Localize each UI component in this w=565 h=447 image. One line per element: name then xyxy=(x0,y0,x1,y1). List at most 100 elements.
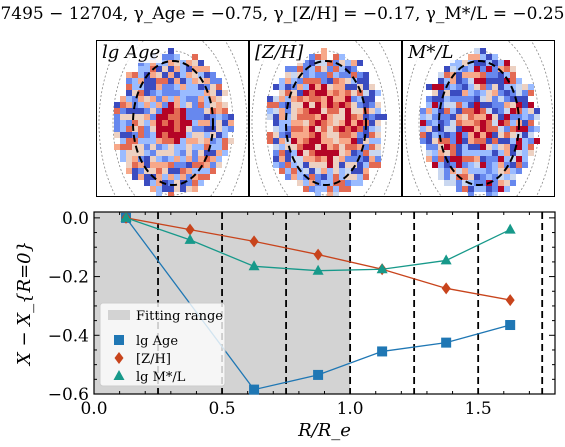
map-pixel xyxy=(168,132,174,138)
map-pixel xyxy=(327,90,333,96)
map-pixel xyxy=(333,66,339,72)
map-pixel xyxy=(309,114,315,120)
map-pixel xyxy=(120,132,126,138)
map-pixel xyxy=(216,162,222,168)
map-pixel xyxy=(144,60,150,66)
map-pixel xyxy=(210,162,216,168)
map-pixel xyxy=(297,138,303,144)
map-pixel xyxy=(198,150,204,156)
map-pixel xyxy=(480,156,486,162)
x-axis-label: R/R_e xyxy=(297,420,351,441)
map-pixel xyxy=(279,132,285,138)
map-pixel xyxy=(186,132,192,138)
map-pixel xyxy=(279,102,285,108)
map-pixel xyxy=(273,150,279,156)
map-pixel xyxy=(510,120,516,126)
map-pixel xyxy=(486,84,492,90)
map-pixel xyxy=(132,144,138,150)
map-pixel xyxy=(327,108,333,114)
map-pixel xyxy=(180,78,186,84)
data-point-diamond xyxy=(114,352,124,364)
map-age-image xyxy=(98,41,248,196)
map-pixel xyxy=(480,66,486,72)
map-pixel xyxy=(180,156,186,162)
map-pixel xyxy=(486,192,492,196)
map-pixel xyxy=(138,90,144,96)
map-pixel xyxy=(222,102,228,108)
map-pixel xyxy=(462,114,468,120)
map-pixel xyxy=(375,156,381,162)
data-point-diamond xyxy=(185,223,195,236)
map-pixel xyxy=(357,72,363,78)
map-pixel xyxy=(291,138,297,144)
map-age-label: lg Age xyxy=(100,42,163,63)
map-pixel xyxy=(516,156,522,162)
map-pixel xyxy=(375,162,381,168)
map-pixel xyxy=(327,144,333,150)
map-pixel xyxy=(516,90,522,96)
map-pixel xyxy=(333,144,339,150)
map-pixel xyxy=(339,114,345,120)
map-pixel xyxy=(516,114,522,120)
map-pixel xyxy=(303,72,309,78)
data-point-diamond xyxy=(441,282,451,295)
map-pixel xyxy=(351,60,357,66)
map-pixel xyxy=(144,84,150,90)
map-pixel xyxy=(327,84,333,90)
map-pixel xyxy=(126,144,132,150)
map-pixel xyxy=(120,150,126,156)
map-pixel xyxy=(186,168,192,174)
map-pixel xyxy=(150,138,156,144)
map-pixel xyxy=(192,156,198,162)
map-pixel xyxy=(291,174,297,180)
map-pixel xyxy=(285,144,291,150)
map-pixel xyxy=(144,66,150,72)
map-pixel xyxy=(273,156,279,162)
map-pixel xyxy=(444,102,450,108)
map-pixel xyxy=(216,96,222,102)
map-pixel xyxy=(204,156,210,162)
map-pixel xyxy=(198,138,204,144)
map-pixel xyxy=(210,138,216,144)
figure-title: 7495 − 12704, γ_Age = −0.75, γ_[Z/H] = −… xyxy=(0,4,565,24)
map-pixel xyxy=(351,162,357,168)
map-pixel xyxy=(168,144,174,150)
map-pixel xyxy=(468,186,474,192)
map-pixel xyxy=(126,156,132,162)
map-pixel xyxy=(321,54,327,60)
map-pixel xyxy=(315,132,321,138)
map-pixel xyxy=(492,174,498,180)
map-pixel xyxy=(516,168,522,174)
map-pixel xyxy=(315,54,321,60)
map-panel-zh: [Z/H] xyxy=(249,40,402,197)
map-pixel xyxy=(309,54,315,60)
map-pixel xyxy=(279,78,285,84)
map-pixel xyxy=(285,66,291,72)
map-pixel xyxy=(327,66,333,72)
map-pixel xyxy=(468,114,474,120)
map-pixel xyxy=(144,180,150,186)
map-pixel xyxy=(168,60,174,66)
map-pixel xyxy=(375,90,381,96)
map-pixel xyxy=(438,156,444,162)
map-pixel xyxy=(285,156,291,162)
map-pixel xyxy=(534,126,540,132)
map-pixel xyxy=(480,108,486,114)
map-pixel xyxy=(498,84,504,90)
map-pixel xyxy=(321,48,327,54)
map-pixel xyxy=(474,108,480,114)
map-pixel xyxy=(438,108,444,114)
map-pixel xyxy=(321,144,327,150)
map-pixel xyxy=(186,84,192,90)
map-pixel xyxy=(285,114,291,120)
map-pixel xyxy=(291,168,297,174)
map-pixel xyxy=(138,126,144,132)
map-pixel xyxy=(303,60,309,66)
map-pixel xyxy=(462,84,468,90)
map-pixel xyxy=(504,108,510,114)
map-pixel xyxy=(309,162,315,168)
map-pixel xyxy=(492,168,498,174)
map-pixel xyxy=(162,72,168,78)
map-pixel xyxy=(456,186,462,192)
map-pixel xyxy=(345,102,351,108)
